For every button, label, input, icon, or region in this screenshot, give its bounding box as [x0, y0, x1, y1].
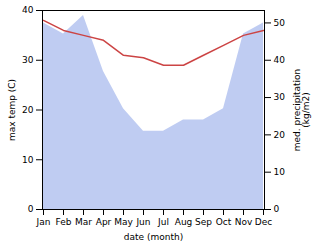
- svg-text:40: 40: [22, 5, 34, 15]
- svg-text:30: 30: [22, 55, 34, 65]
- svg-text:40: 40: [274, 55, 286, 65]
- svg-text:Apr: Apr: [96, 217, 112, 227]
- svg-text:Jul: Jul: [157, 217, 169, 227]
- svg-text:Nov: Nov: [235, 217, 253, 227]
- svg-text:0: 0: [28, 204, 34, 214]
- svg-text:Oct: Oct: [216, 217, 232, 227]
- svg-text:max temp (C): max temp (C): [7, 79, 17, 141]
- svg-text:med. precipitation(kg/m2): med. precipitation(kg/m2): [292, 69, 311, 151]
- svg-text:Feb: Feb: [56, 217, 72, 227]
- svg-text:30: 30: [274, 92, 286, 102]
- svg-text:May: May: [114, 217, 133, 227]
- svg-text:Dec: Dec: [255, 217, 272, 227]
- svg-text:20: 20: [22, 105, 34, 115]
- svg-text:50: 50: [274, 18, 286, 28]
- svg-text:Mar: Mar: [75, 217, 92, 227]
- svg-text:Jun: Jun: [135, 217, 150, 227]
- svg-text:Sep: Sep: [195, 217, 212, 227]
- svg-text:20: 20: [274, 130, 286, 140]
- svg-text:Jan: Jan: [36, 217, 51, 227]
- svg-text:0: 0: [274, 204, 280, 214]
- svg-text:Aug: Aug: [175, 217, 193, 227]
- svg-text:date (month): date (month): [124, 232, 183, 242]
- svg-text:10: 10: [274, 167, 286, 177]
- svg-text:10: 10: [22, 155, 34, 165]
